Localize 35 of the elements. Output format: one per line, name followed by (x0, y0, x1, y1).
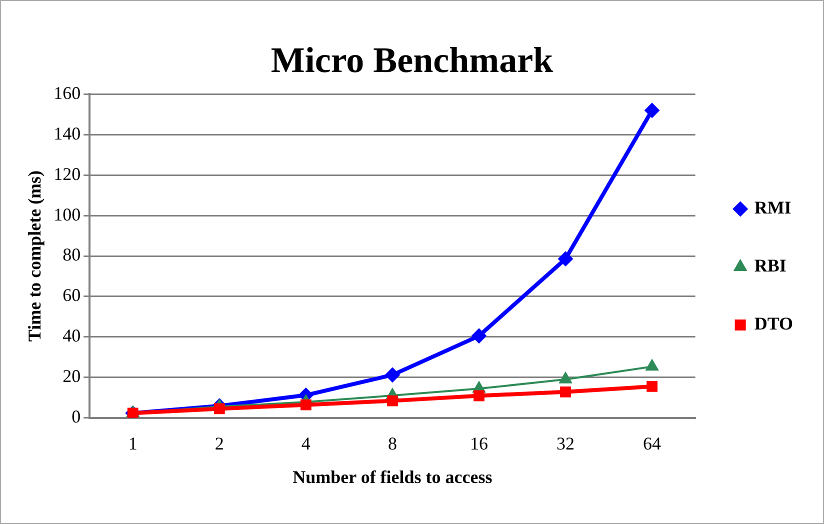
legend-label: DTO (754, 314, 794, 334)
chart-title: Micro Benchmark (270, 40, 554, 80)
y-tick-label: 60 (62, 285, 81, 306)
legend-label: RBI (754, 256, 786, 276)
x-tick-label: 2 (214, 433, 224, 454)
point (558, 251, 574, 266)
y-tick-label: 80 (62, 244, 81, 265)
point (645, 359, 659, 371)
x-tick-label: 4 (301, 433, 310, 454)
point (474, 390, 484, 402)
point (646, 381, 658, 392)
legend-label: RMI (754, 198, 792, 218)
point (644, 102, 660, 118)
point (560, 386, 571, 398)
y-tick-label: 160 (54, 82, 81, 103)
y-tick-label: 120 (54, 164, 81, 184)
x-tick-label: 64 (643, 433, 662, 454)
y-tick-label: 100 (54, 204, 81, 224)
y-tick-label: 20 (62, 366, 81, 386)
y-tick-label: 0 (72, 406, 81, 427)
x-tick-label: 32 (556, 433, 575, 454)
point (214, 403, 225, 414)
point (300, 399, 312, 410)
point (471, 328, 486, 344)
y-axis-title: Time to complete (ms) (24, 170, 44, 342)
y-tick-label: 140 (54, 123, 81, 144)
point (384, 367, 400, 382)
point (127, 408, 138, 418)
x-tick-label: 16 (470, 433, 488, 454)
y-tick-label: 40 (62, 326, 81, 346)
x-axis-title: Number of fields to access (292, 466, 492, 487)
point (558, 372, 572, 384)
x-tick-label: 8 (388, 433, 397, 454)
x-tick-label: 1 (128, 433, 138, 454)
point (387, 395, 398, 406)
